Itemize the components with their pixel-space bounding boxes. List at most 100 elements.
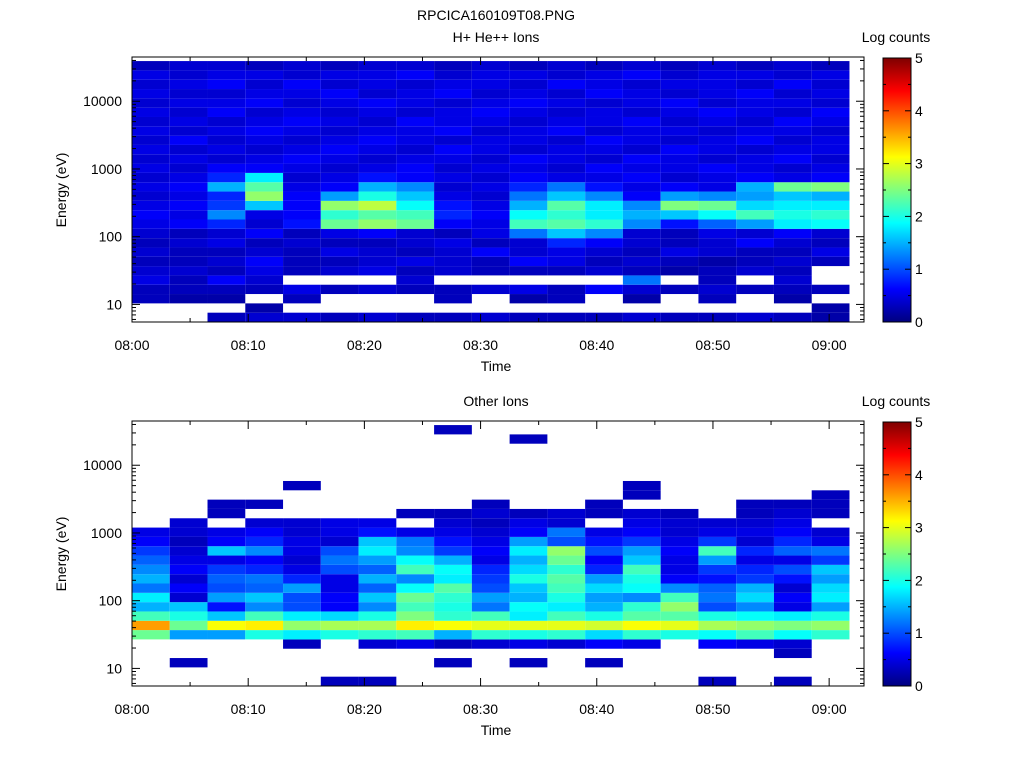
spectrogram-cell	[132, 630, 170, 640]
spectrogram-cell	[622, 200, 661, 211]
spectrogram-cell	[773, 508, 812, 519]
spectrogram-cell	[585, 238, 623, 248]
spectrogram-cell	[434, 219, 472, 229]
x-tick-label: 08:00	[114, 337, 149, 353]
spectrogram-cell	[434, 116, 472, 127]
spectrogram-cell	[245, 574, 284, 584]
spectrogram-cell	[358, 98, 397, 108]
spectrogram-cell	[434, 518, 472, 528]
spectrogram-cell	[358, 172, 397, 183]
spectrogram-cell	[358, 210, 397, 220]
spectrogram-cell	[773, 79, 812, 90]
spectrogram-cell	[660, 266, 699, 276]
spectrogram-cell	[622, 630, 661, 640]
spectrogram-cell	[358, 79, 397, 90]
spectrogram-cell	[434, 228, 472, 239]
spectrogram-cell	[207, 256, 246, 267]
spectrogram-cell	[811, 536, 850, 547]
spectrogram-cell	[585, 79, 623, 90]
spectrogram-cell	[660, 602, 699, 612]
spectrogram-cell	[283, 518, 321, 528]
spectrogram-cell	[811, 284, 850, 295]
spectrogram-cell	[622, 284, 661, 295]
spectrogram-cell	[509, 154, 548, 164]
spectrogram-cell	[471, 191, 510, 201]
spectrogram-cell	[622, 210, 661, 220]
spectrogram-cell	[736, 620, 774, 631]
spectrogram-cell	[622, 574, 661, 584]
spectrogram-cell	[698, 256, 737, 267]
colorbar-tick-label: 3	[915, 156, 923, 172]
spectrogram-cell	[736, 89, 774, 99]
spectrogram-cell	[509, 434, 548, 444]
spectrogram-cell	[736, 144, 774, 155]
spectrogram-cell	[585, 546, 623, 556]
spectrogram-cell	[434, 70, 472, 80]
spectrogram-cell	[660, 583, 699, 593]
spectrogram-cell	[698, 611, 737, 621]
spectrogram-cell	[622, 144, 661, 155]
spectrogram-cell	[811, 620, 850, 631]
spectrogram-cell	[471, 583, 510, 593]
spectrogram-cell	[622, 172, 661, 183]
spectrogram-cell	[660, 564, 699, 575]
spectrogram-cell	[471, 200, 510, 211]
spectrogram-cell	[736, 574, 774, 584]
spectrogram-cell	[698, 294, 737, 304]
spectrogram-cell	[396, 116, 435, 127]
spectrogram-cell	[736, 536, 774, 547]
spectrogram-cell	[585, 630, 623, 640]
spectrogram-cell	[169, 200, 208, 211]
spectrogram-cell	[547, 126, 586, 136]
spectrogram-cell	[320, 144, 359, 155]
spectrogram-cell	[283, 564, 321, 575]
spectrogram-cell	[547, 518, 586, 528]
spectrogram-cell	[509, 574, 548, 584]
spectrogram-cell	[509, 61, 548, 71]
spectrogram-cell	[132, 89, 170, 99]
spectrogram-cell	[622, 536, 661, 547]
spectrogram-cell	[320, 284, 359, 295]
spectrogram-cell	[622, 238, 661, 248]
spectrogram-cell	[773, 182, 812, 192]
spectrogram-cell	[660, 527, 699, 537]
spectrogram-cell	[283, 191, 321, 201]
spectrogram-cell	[509, 658, 548, 668]
spectrogram-cell	[585, 611, 623, 621]
spectrogram-cell	[207, 70, 246, 80]
spectrogram-cell	[622, 312, 661, 322]
spectrogram-cell	[471, 116, 510, 127]
spectrogram-cell	[169, 583, 208, 593]
spectrogram-cell	[207, 564, 246, 575]
spectrogram-cell	[169, 294, 208, 304]
spectrogram-cell	[811, 219, 850, 229]
colorbar-tick-label: 5	[915, 414, 923, 430]
spectrogram-cell	[811, 564, 850, 575]
spectrogram-cell	[811, 154, 850, 164]
spectrogram-cell	[207, 154, 246, 164]
spectrogram-cell	[207, 536, 246, 547]
spectrogram-cell	[773, 191, 812, 201]
spectrogram-cell	[207, 630, 246, 640]
spectrogram-cell	[283, 238, 321, 248]
spectrogram-cell	[736, 592, 774, 603]
spectrogram-cell	[169, 61, 208, 71]
spectrogram-cell	[396, 154, 435, 164]
spectrogram-cell	[320, 172, 359, 183]
spectrogram-cell	[660, 228, 699, 239]
spectrogram-cell	[585, 219, 623, 229]
spectrogram-cell	[773, 172, 812, 183]
spectrogram-cell	[660, 144, 699, 155]
spectrogram-cell	[698, 116, 737, 127]
spectrogram-cell	[283, 107, 321, 117]
spectrogram-cell	[736, 564, 774, 575]
colorbar-tick-label: 0	[915, 678, 923, 694]
spectrogram-cell	[509, 135, 548, 145]
spectrogram-cell	[358, 564, 397, 575]
spectrogram-cell	[698, 284, 737, 295]
spectrogram-cell	[471, 126, 510, 136]
spectrogram-cell	[245, 238, 284, 248]
spectrogram-cell	[773, 312, 812, 322]
spectrogram-cell	[358, 312, 397, 322]
panel-h-he-ions: H+ He++ Ions Energy (eV) Time Log counts…	[53, 29, 930, 374]
